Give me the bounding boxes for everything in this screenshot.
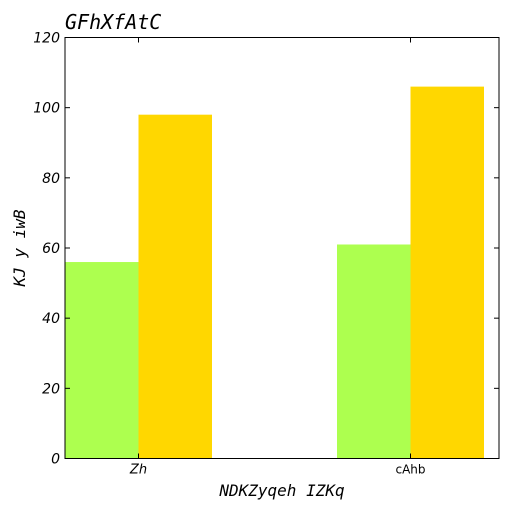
bar-cAhb-series-2: [410, 86, 484, 459]
bar-Zh-series-1: [65, 262, 139, 459]
ytick-label-3: 60: [42, 241, 60, 257]
x-axis-ticks: Zh cAhb: [129, 37, 426, 478]
ytick-label-6: 120: [33, 31, 60, 47]
bar-Zh-series-2: [138, 114, 212, 459]
y-axis-label: KJ y iwB: [10, 209, 29, 287]
bars-group: [65, 86, 484, 459]
bar-cAhb-series-1: [337, 244, 411, 459]
ytick-label-2: 40: [42, 311, 60, 327]
xtick-label-cAhb: cAhb: [395, 463, 425, 477]
x-axis-label: NDKZyqeh IZKq: [218, 481, 344, 500]
ytick-label-5: 100: [33, 101, 60, 117]
chart-title: GFhXfAtC: [65, 10, 161, 34]
ytick-label-1: 20: [42, 381, 60, 397]
y-axis-ticks: 0 20 40 60 80 100 120: [33, 31, 499, 468]
ytick-label-4: 80: [42, 171, 60, 187]
xtick-label-Zh: Zh: [129, 463, 147, 478]
ytick-label-0: 0: [51, 452, 60, 468]
